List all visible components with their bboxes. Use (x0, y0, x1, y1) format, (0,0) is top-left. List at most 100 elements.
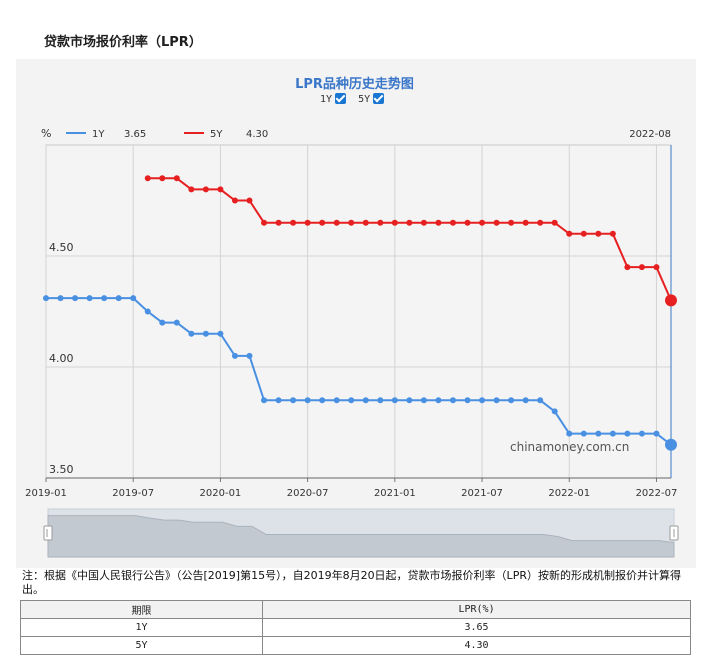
data-point-5y (319, 219, 326, 226)
x-tick-label: 2021-01 (374, 488, 416, 499)
x-tick-label: 2022-01 (548, 488, 590, 499)
watermark: chinamoney.com.cn (510, 440, 629, 454)
data-point-5y (522, 219, 529, 226)
data-point-5y (551, 219, 558, 226)
legend-5y-value: 4.30 (246, 129, 268, 140)
data-point-1y (57, 295, 64, 302)
data-point-1y (202, 330, 209, 337)
table-row: 1Y 3.65 (19, 618, 691, 637)
data-point-5y (508, 219, 515, 226)
data-point-1y (101, 295, 108, 302)
data-point-5y (362, 219, 369, 226)
data-point-5y (144, 175, 151, 182)
data-point-5y (624, 264, 631, 271)
data-point-1y (377, 397, 384, 404)
data-point-5y (290, 219, 297, 226)
footnote: 注：根据《中国人民银行公告》（公告[2019]第15号），自2019年8月20日… (22, 569, 681, 596)
data-point-1y (231, 352, 238, 359)
zoom-handle-left[interactable] (43, 525, 53, 541)
data-point-current-5y[interactable] (665, 294, 677, 307)
data-point-1y (537, 397, 544, 404)
data-point-1y (435, 397, 442, 404)
toggle-5y[interactable]: 5Y (358, 93, 385, 105)
data-point-5y (653, 264, 660, 271)
data-point-5y (275, 219, 282, 226)
data-point-5y (638, 264, 645, 271)
zoom-slider[interactable] (43, 508, 679, 558)
y-tick-label: 4.50 (49, 241, 74, 254)
y-tick-label: 3.50 (49, 463, 74, 476)
x-tick-label: 2019-07 (112, 488, 154, 499)
data-point-5y (464, 219, 471, 226)
data-point-5y (377, 219, 384, 226)
data-point-1y (566, 430, 573, 437)
data-point-5y (609, 230, 616, 237)
data-point-1y (217, 330, 224, 337)
data-point-1y (551, 408, 558, 415)
table-header-term: 期限 (19, 600, 264, 619)
data-point-1y (333, 397, 340, 404)
data-point-5y (449, 219, 456, 226)
table-cell-rate: 3.65 (262, 618, 691, 637)
data-point-1y (580, 430, 587, 437)
table-header-rate: LPR(%) (262, 600, 691, 619)
zoom-preview-area (47, 515, 675, 558)
toggle-1y-checkbox[interactable] (335, 93, 347, 104)
data-point-1y (522, 397, 529, 404)
x-tick-label: 2022-07 (636, 488, 678, 499)
data-point-5y (479, 219, 486, 226)
data-point-1y (609, 430, 616, 437)
data-point-1y (449, 397, 456, 404)
data-point-1y (653, 430, 660, 437)
series-toggles: 1Y 5Y (320, 93, 390, 105)
legend-5y-name: 5Y (210, 129, 223, 140)
data-point-1y (304, 397, 311, 404)
data-point-5y (435, 219, 442, 226)
data-point-5y (595, 230, 602, 237)
legend-current-date: 2022-08 (629, 129, 671, 140)
data-point-5y (217, 186, 224, 193)
data-point-5y (391, 219, 398, 226)
data-point-5y (406, 219, 413, 226)
legend-1y-name: 1Y (92, 129, 105, 140)
toggle-5y-checkbox[interactable] (373, 93, 385, 104)
y-unit-label: % (41, 127, 51, 140)
data-point-1y (479, 397, 486, 404)
table-header-row: 期限 LPR(%) (19, 600, 691, 619)
data-point-5y (261, 219, 268, 226)
x-tick-label: 2020-07 (287, 488, 329, 499)
toggle-1y-label: 1Y (320, 94, 333, 105)
table-cell-term: 5Y (19, 636, 264, 655)
data-point-1y (130, 295, 137, 302)
data-point-1y (319, 397, 326, 404)
data-point-1y (115, 295, 122, 302)
series-line-1y (46, 297, 672, 446)
data-point-5y (304, 219, 311, 226)
data-point-5y (231, 197, 238, 204)
data-point-1y (595, 430, 602, 437)
toggle-1y[interactable]: 1Y (320, 93, 347, 105)
data-point-1y (290, 397, 297, 404)
data-point-1y (348, 397, 355, 404)
data-point-5y (246, 197, 253, 204)
data-point-current-1y[interactable] (665, 438, 677, 451)
lpr-table: 期限 LPR(%) 1Y 3.65 5Y 4.30 (19, 600, 691, 655)
data-point-1y (275, 397, 282, 404)
data-point-1y (406, 397, 413, 404)
data-point-1y (246, 352, 253, 359)
data-point-1y (420, 397, 427, 404)
x-tick-label: 2021-07 (461, 488, 503, 499)
data-point-5y (202, 186, 209, 193)
data-point-1y (362, 397, 369, 404)
data-point-5y (493, 219, 500, 226)
data-point-1y (391, 397, 398, 404)
page-title: 贷款市场报价利率（LPR） (44, 35, 202, 50)
data-point-1y (493, 397, 500, 404)
legend-1y-value: 3.65 (124, 129, 146, 140)
data-point-1y (261, 397, 268, 404)
x-tick-label: 2019-01 (25, 488, 67, 499)
data-point-5y (566, 230, 573, 237)
data-point-5y (348, 219, 355, 226)
table-cell-term: 1Y (19, 618, 264, 637)
data-point-5y (333, 219, 340, 226)
